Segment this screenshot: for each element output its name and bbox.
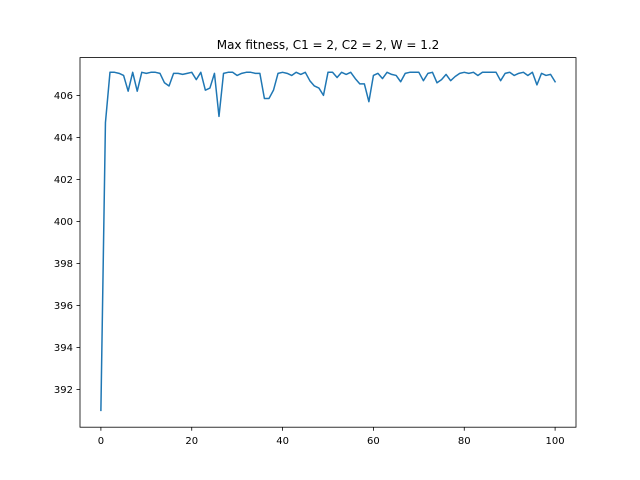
x-tick-label: 40 bbox=[276, 436, 289, 447]
y-tick-label: 398 bbox=[54, 259, 73, 270]
chart-title: Max fitness, C1 = 2, C2 = 2, W = 1.2 bbox=[217, 38, 440, 52]
x-tick-label: 80 bbox=[458, 436, 471, 447]
plot-area bbox=[100, 71, 557, 412]
y-tick-label: 406 bbox=[54, 91, 73, 102]
y-tick-label: 402 bbox=[54, 175, 73, 186]
y-tick-label: 400 bbox=[54, 217, 73, 228]
x-tick-label: 100 bbox=[546, 436, 565, 447]
x-tick-label: 60 bbox=[367, 436, 380, 447]
y-tick-label: 396 bbox=[54, 301, 73, 312]
series-line bbox=[100, 71, 557, 412]
x-tick-label: 20 bbox=[185, 436, 198, 447]
x-axis: 0 20 40 60 80 100 bbox=[98, 427, 565, 447]
x-tick-label: 0 bbox=[98, 436, 104, 447]
y-tick-label: 404 bbox=[54, 133, 73, 144]
axes-frame bbox=[79, 57, 577, 428]
y-axis: 392 394 396 398 400 402 404 406 bbox=[54, 91, 80, 396]
y-tick-label: 394 bbox=[54, 343, 73, 354]
y-tick-label: 392 bbox=[54, 385, 73, 396]
